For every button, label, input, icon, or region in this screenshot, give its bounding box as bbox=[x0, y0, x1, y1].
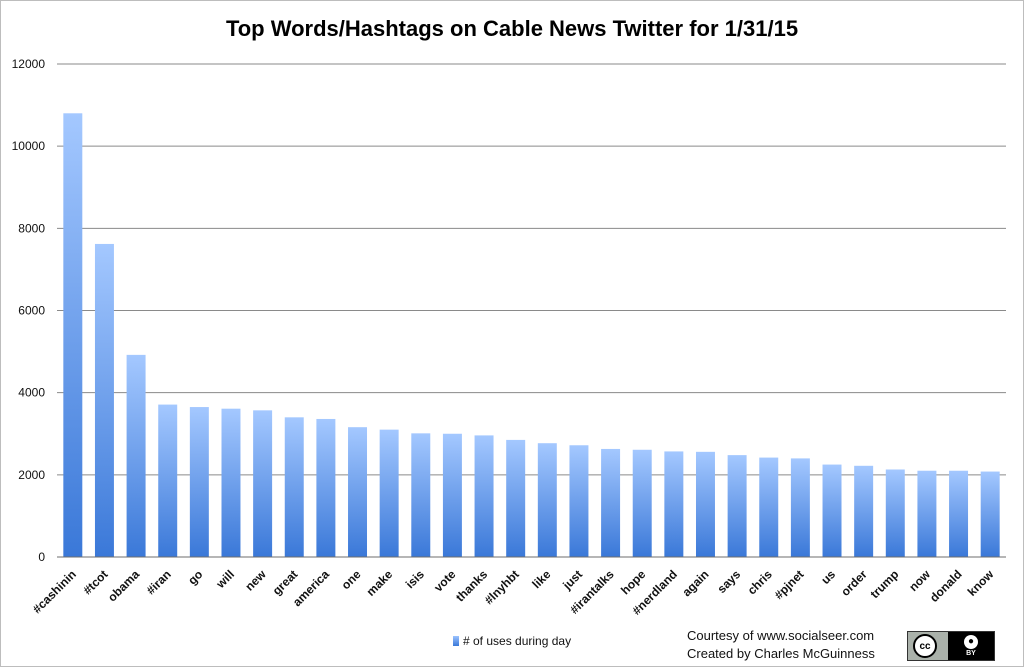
credits-line-2: Created by Charles McGuinness bbox=[687, 646, 875, 661]
legend: # of uses during day bbox=[453, 634, 571, 648]
y-tick-label: 8000 bbox=[18, 221, 45, 235]
bar-donald bbox=[949, 470, 969, 557]
bar-hash-irantalks bbox=[601, 448, 621, 557]
y-tick-label: 10000 bbox=[12, 139, 46, 153]
bar-know bbox=[980, 471, 1000, 557]
x-tick-label: isis bbox=[403, 567, 427, 591]
x-tick-label: order bbox=[838, 567, 870, 599]
bars bbox=[63, 113, 1000, 558]
chart-title: Top Words/Hashtags on Cable News Twitter… bbox=[225, 16, 799, 41]
x-tick-label: again bbox=[680, 567, 712, 599]
attribution-icon: ● BY bbox=[948, 632, 994, 660]
bar-vote bbox=[442, 433, 462, 557]
bar-great bbox=[284, 417, 304, 557]
x-tick-label: obama bbox=[105, 567, 142, 604]
y-tick-label: 6000 bbox=[18, 304, 45, 318]
bar-hope bbox=[632, 449, 652, 557]
bar-hash-cashinin bbox=[63, 113, 83, 558]
bar-us bbox=[822, 464, 842, 557]
x-tick-label: chris bbox=[745, 567, 775, 597]
bar-hash-tcot bbox=[94, 243, 114, 557]
x-tick-label: #pjnet bbox=[772, 567, 807, 602]
x-tick-label: one bbox=[339, 567, 364, 592]
bar-new bbox=[253, 410, 273, 557]
x-tick-label: new bbox=[242, 567, 269, 594]
bar-again bbox=[695, 451, 715, 557]
cc-icon: cc bbox=[913, 634, 937, 658]
x-tick-label: us bbox=[818, 567, 838, 587]
y-tick-label: 2000 bbox=[18, 468, 45, 482]
bar-obama bbox=[126, 354, 146, 557]
bar-trump bbox=[885, 469, 905, 557]
bar-one bbox=[348, 427, 368, 557]
bar-chris bbox=[759, 457, 779, 557]
bar-order bbox=[854, 465, 874, 557]
y-axis-tick-labels: 0 2000 4000 6000 8000 10000 12000 bbox=[12, 57, 46, 564]
bar-hash-lnyhbt bbox=[506, 439, 526, 557]
bar-says bbox=[727, 455, 747, 557]
bar-thanks bbox=[474, 435, 494, 557]
by-label: BY bbox=[966, 650, 976, 657]
bar-america bbox=[316, 418, 336, 557]
x-tick-label: says bbox=[714, 567, 743, 596]
x-tick-label: now bbox=[906, 567, 933, 594]
bar-just bbox=[569, 445, 589, 557]
x-tick-label: will bbox=[213, 567, 237, 591]
creative-commons-badge[interactable]: cc ● BY bbox=[907, 631, 995, 661]
x-tick-label: donald bbox=[927, 567, 965, 605]
y-tick-label: 4000 bbox=[18, 386, 45, 400]
bar-will bbox=[221, 408, 241, 557]
x-tick-label: #lnyhbt bbox=[482, 567, 522, 607]
x-tick-label: vote bbox=[431, 567, 459, 595]
legend-swatch bbox=[453, 636, 459, 646]
credits-line-1: Courtesy of www.socialseer.com bbox=[687, 628, 875, 643]
bar-hash-nerdland bbox=[664, 451, 684, 557]
bar-hash-iran bbox=[158, 404, 178, 557]
y-tick-label: 12000 bbox=[12, 57, 46, 71]
gridlines bbox=[57, 63, 1006, 476]
x-tick-label: #iran bbox=[144, 567, 174, 597]
bar-go bbox=[189, 407, 209, 557]
bar-hash-pjnet bbox=[790, 458, 810, 557]
bar-isis bbox=[411, 433, 431, 557]
x-tick-label: #cashinin bbox=[30, 567, 79, 616]
x-tick-label: go bbox=[185, 567, 205, 587]
bar-like bbox=[537, 443, 557, 557]
bar-now bbox=[917, 470, 937, 557]
bar-make bbox=[379, 429, 399, 557]
x-tick-label: make bbox=[364, 567, 396, 599]
legend-label: # of uses during day bbox=[463, 634, 572, 648]
x-tick-label: like bbox=[529, 567, 553, 591]
x-tick-label: know bbox=[965, 567, 997, 599]
person-icon: ● bbox=[964, 635, 978, 649]
x-tick-label: trump bbox=[867, 567, 901, 601]
x-tick-label: just bbox=[559, 567, 585, 593]
credits: Courtesy of www.socialseer.com Created b… bbox=[687, 627, 875, 663]
y-tick-label: 0 bbox=[38, 550, 45, 564]
